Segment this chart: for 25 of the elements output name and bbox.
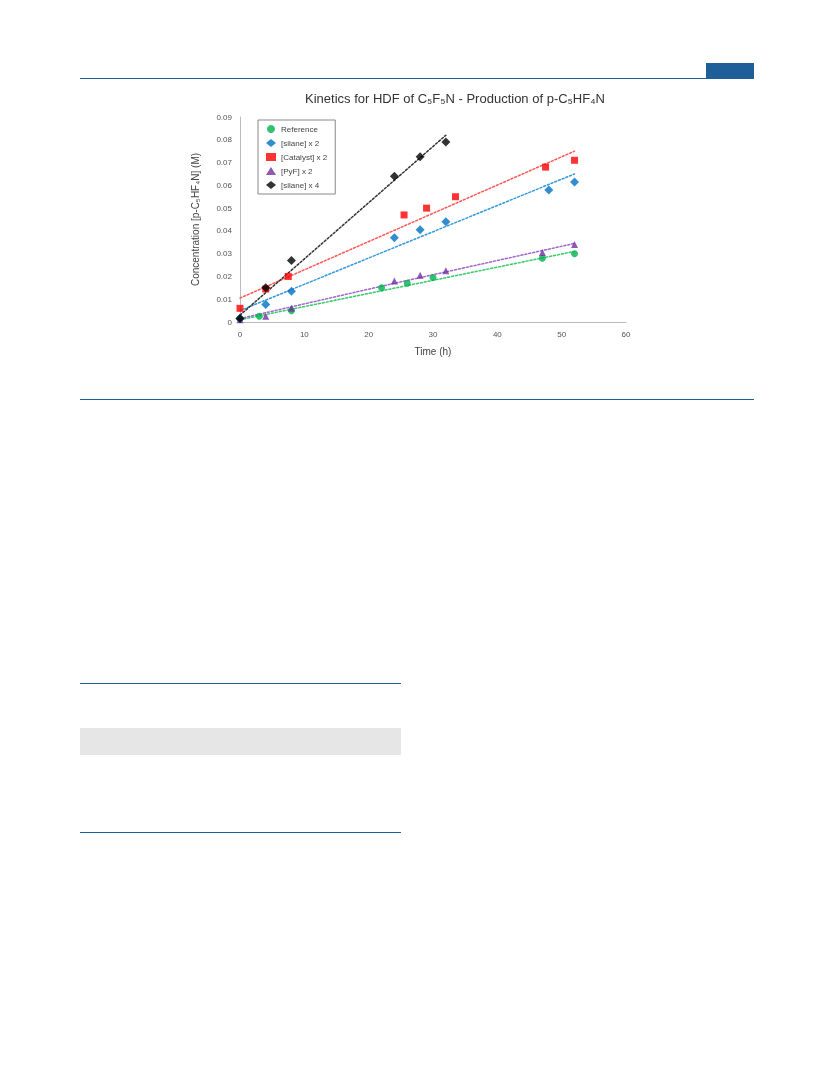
- x-tick-label: 40: [492, 329, 503, 339]
- x-tick-label: 0: [237, 329, 243, 339]
- x-tick-label: 50: [557, 329, 567, 339]
- y-tick-label: 0.03: [216, 249, 233, 259]
- x-tick-label: 20: [364, 329, 374, 339]
- y-tick-label: 0.05: [216, 203, 233, 213]
- legend-label: [PyF] x 2: [281, 166, 314, 176]
- x-tick-label: 10: [299, 329, 310, 339]
- x-axis-title: Time (h): [414, 345, 452, 357]
- y-tick-label: 0.02: [216, 271, 233, 281]
- legend-label: [silane] x 2: [281, 138, 320, 148]
- y-tick-label: 0.08: [216, 135, 233, 145]
- legend-label: Reference: [281, 124, 319, 134]
- y-tick-label: 0.06: [216, 180, 233, 190]
- y-tick-label: 0.04: [216, 226, 233, 236]
- x-tick-label: 60: [621, 329, 631, 339]
- y-tick-label: 0.01: [216, 294, 233, 304]
- y-tick-label: 0: [227, 317, 233, 327]
- y-tick-label: 0.07: [216, 158, 233, 168]
- chart-title: Kinetics for HDF of C₅F₅N - Production of p-C₅HF₄N: [305, 91, 605, 106]
- legend-label: [silane] x 4: [281, 180, 320, 190]
- y-axis-title: Concentration [p-C₅HF₄N] (M): [189, 152, 201, 287]
- legend-label: [Catalyst] x 2: [281, 152, 328, 162]
- x-tick-label: 30: [428, 329, 438, 339]
- y-tick-label: 0.09: [216, 112, 233, 122]
